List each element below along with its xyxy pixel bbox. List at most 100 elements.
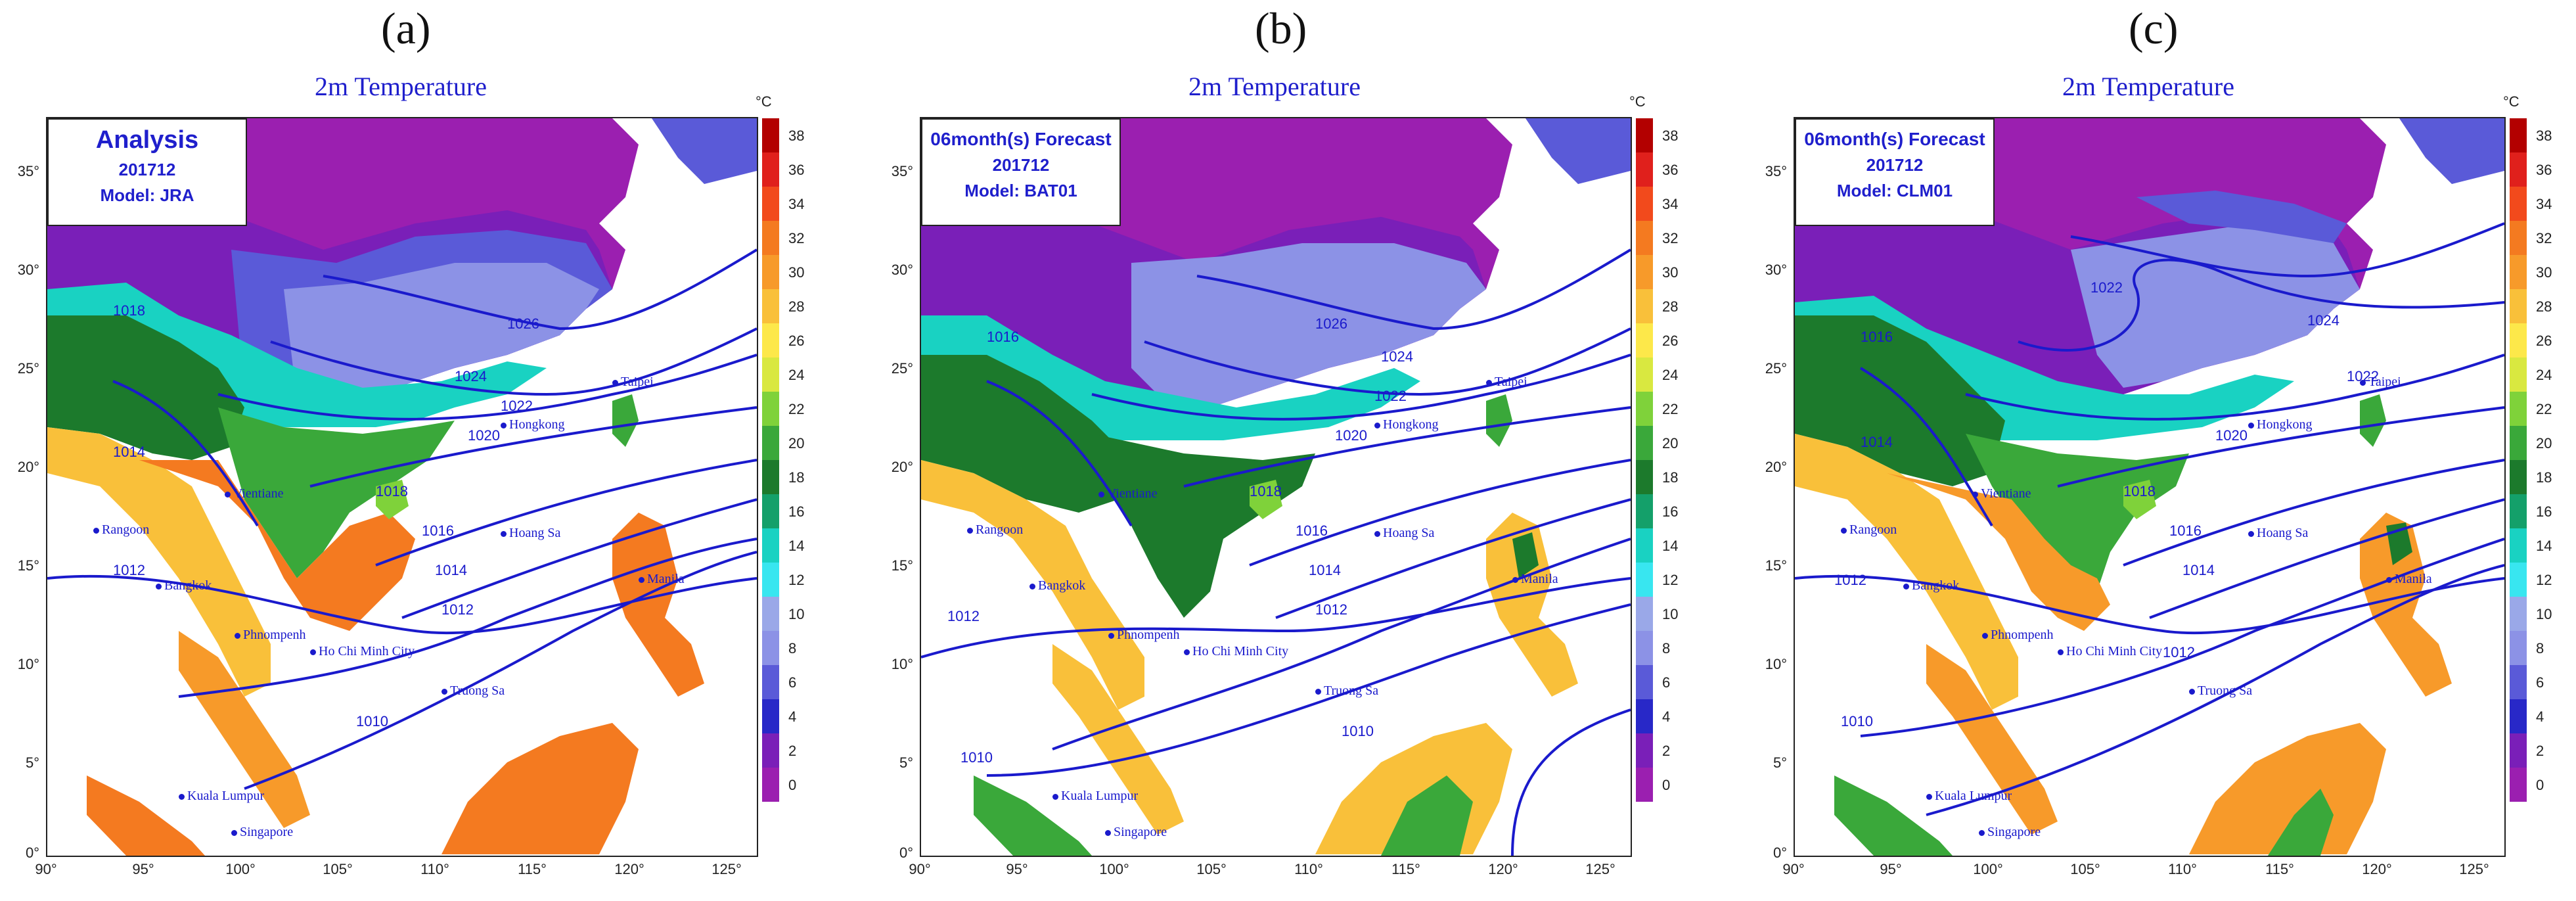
x-tick-label: 125° xyxy=(1585,861,1616,877)
city-label: Vientiane xyxy=(1098,486,1158,501)
city-marker xyxy=(1982,632,1988,639)
colorbar-tick-label: 10 xyxy=(2536,606,2552,622)
city-label: Bangkok xyxy=(1029,578,1085,593)
map-graphic xyxy=(921,118,1631,856)
colorbar-segment xyxy=(2510,460,2527,494)
x-tick-label: 100° xyxy=(225,861,256,877)
colorbar-tick-label: 14 xyxy=(788,538,805,554)
y-tick-label: 10° xyxy=(891,656,913,672)
city-label: Vientiane xyxy=(225,486,284,501)
y-tick-label: 15° xyxy=(891,557,913,574)
city-marker xyxy=(1972,491,1978,497)
colorbar-tick-label: 2 xyxy=(1662,743,1671,759)
y-tick-label: 10° xyxy=(1765,656,1787,672)
x-tick-label: 115° xyxy=(518,861,547,877)
isobar-label: 1012 xyxy=(1315,601,1347,618)
colorbar-tick-label: 20 xyxy=(788,435,805,451)
colorbar-segment xyxy=(762,187,779,221)
panel-title: 2m Temperature xyxy=(1188,72,1361,101)
colorbar-segment xyxy=(2510,733,2527,768)
map-area: 06month(s) Forecast 201712 Model: CLM01 … xyxy=(1794,117,2506,857)
colorbar-tick-label: 20 xyxy=(2536,435,2552,451)
panel-title: 2m Temperature xyxy=(315,72,487,101)
city-marker xyxy=(2058,649,2064,655)
colorbar-tick-label: 6 xyxy=(2536,674,2544,691)
x-tick-label: 110° xyxy=(2168,861,2197,877)
colorbar-segment xyxy=(1636,255,1653,289)
x-tick-label: 105° xyxy=(1196,861,1227,877)
isobar-label: 1022 xyxy=(501,398,533,414)
x-tick-label: 95° xyxy=(132,861,154,877)
city-label: Singapore xyxy=(231,825,293,840)
colorbar-segment xyxy=(762,426,779,460)
city-marker xyxy=(1105,829,1111,836)
isobar-label: 1016 xyxy=(1296,522,1328,539)
colorbar-segment xyxy=(1636,528,1653,563)
info-box-model: Model: BAT01 xyxy=(964,181,1077,200)
x-tick-label: 95° xyxy=(1006,861,1028,877)
city-marker xyxy=(2360,379,2366,386)
colorbar-tick-label: 26 xyxy=(1662,333,1679,349)
y-tick-label: 0° xyxy=(25,844,39,861)
colorbar-tick-label: 32 xyxy=(1662,230,1679,246)
city-marker xyxy=(1926,793,1932,800)
isobar-label: 1012 xyxy=(2163,644,2195,660)
colorbar-segment xyxy=(2510,323,2527,358)
colorbar-tick-label: 8 xyxy=(1662,640,1671,657)
info-box-date: 201712 xyxy=(1866,155,1924,175)
y-tick-label: 30° xyxy=(17,262,39,278)
city-marker xyxy=(1374,422,1380,428)
colorbar-segment xyxy=(762,289,779,323)
colorbar-tick-label: 4 xyxy=(1662,708,1671,725)
colorbar-tick-label: 22 xyxy=(2536,401,2552,417)
x-tick-label: 125° xyxy=(712,861,742,877)
colorbar-segment xyxy=(1636,289,1653,323)
colorbar-segment xyxy=(1636,392,1653,426)
colorbar-tick-label: 24 xyxy=(2536,367,2552,383)
panel-title: 2m Temperature xyxy=(2062,72,2234,101)
colorbar-segment xyxy=(2510,494,2527,528)
city-label: Taipei xyxy=(2360,375,2401,390)
isobar-label: 1026 xyxy=(1315,315,1347,332)
y-tick-label: 25° xyxy=(891,360,913,377)
colorbar-tick-label: 38 xyxy=(2536,127,2552,144)
colorbar-tick-label: 32 xyxy=(2536,230,2552,246)
colorbar-segment xyxy=(2510,528,2527,563)
colorbar-segment xyxy=(2510,665,2527,699)
colorbar-tick-label: 20 xyxy=(1662,435,1679,451)
info-box: 06month(s) Forecast 201712 Model: BAT01 xyxy=(921,118,1121,226)
map-graphic xyxy=(47,118,757,856)
colorbar-segment xyxy=(2510,392,2527,426)
colorbar xyxy=(2510,118,2527,802)
isobar-label: 1012 xyxy=(947,608,980,624)
colorbar-tick-label: 8 xyxy=(788,640,797,657)
isobar-label: 1014 xyxy=(435,562,467,578)
colorbar-tick-label: 16 xyxy=(2536,503,2552,520)
colorbar-tick-label: 22 xyxy=(788,401,805,417)
colorbar-tick-label: 2 xyxy=(2536,743,2544,759)
city-marker xyxy=(441,688,447,695)
panel-c: (c) 2m Temperature xyxy=(1748,0,2576,901)
x-tick-label: 110° xyxy=(420,861,449,877)
colorbar-tick-label: 14 xyxy=(1662,538,1679,554)
map-area: 06month(s) Forecast 201712 Model: BAT01 … xyxy=(920,117,1632,857)
city-label: Rangoon xyxy=(93,522,149,538)
colorbar-segment xyxy=(762,392,779,426)
colorbar-segment xyxy=(762,699,779,733)
colorbar-tick-label: 8 xyxy=(2536,640,2544,657)
y-tick-label: 35° xyxy=(1765,163,1787,179)
isobar-label: 1022 xyxy=(2090,279,2123,296)
city-marker xyxy=(1052,793,1058,800)
colorbar-tick-label: 12 xyxy=(2536,572,2552,588)
colorbar-segment xyxy=(762,152,779,187)
colorbar-segment xyxy=(762,597,779,631)
colorbar-segment xyxy=(762,323,779,358)
colorbar-tick-label: 12 xyxy=(788,572,805,588)
city-label: Manila xyxy=(1512,572,1558,587)
colorbar-tick-label: 16 xyxy=(1662,503,1679,520)
y-tick-label: 25° xyxy=(17,360,39,377)
colorbar-unit: °C xyxy=(756,93,772,110)
colorbar-tick-label: 34 xyxy=(2536,196,2552,212)
y-tick-label: 10° xyxy=(17,656,39,672)
city-marker xyxy=(1979,829,1985,836)
